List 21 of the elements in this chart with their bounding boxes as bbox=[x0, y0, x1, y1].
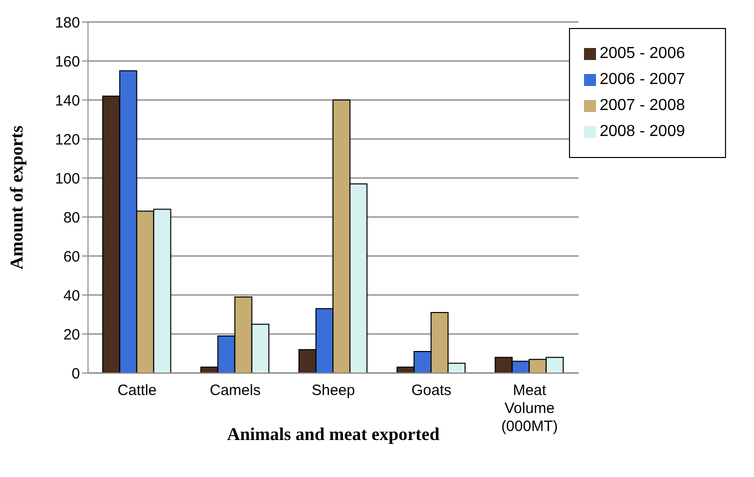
y-tick-label: 160 bbox=[54, 53, 80, 70]
x-tick-label: Goats bbox=[411, 382, 452, 399]
legend-label: 2008 - 2009 bbox=[600, 123, 685, 140]
y-axis-title: Amount of exports bbox=[6, 126, 26, 270]
y-tick-label: 80 bbox=[63, 209, 80, 226]
x-tick-label: Meat Volume (000MT) bbox=[501, 382, 558, 435]
y-tick-label: 180 bbox=[54, 14, 80, 32]
x-tick-label: Sheep bbox=[312, 382, 355, 399]
x-tick-label: Camels bbox=[210, 382, 261, 399]
legend-label: 2005 - 2006 bbox=[600, 45, 685, 62]
y-tick-label: 120 bbox=[54, 131, 80, 148]
y-tick-label: 0 bbox=[72, 365, 80, 382]
x-tick-label: Cattle bbox=[117, 382, 157, 399]
y-tick-label: 140 bbox=[54, 92, 80, 110]
y-tick-label: 100 bbox=[54, 170, 80, 188]
y-tick-label: 40 bbox=[63, 287, 80, 304]
legend-label: 2007 - 2008 bbox=[600, 97, 685, 114]
y-tick-label: 60 bbox=[63, 248, 80, 266]
legend-label: 2006 - 2007 bbox=[600, 71, 685, 88]
x-axis-title: Animals and meat exported bbox=[227, 424, 440, 444]
y-tick-label: 20 bbox=[63, 326, 80, 344]
